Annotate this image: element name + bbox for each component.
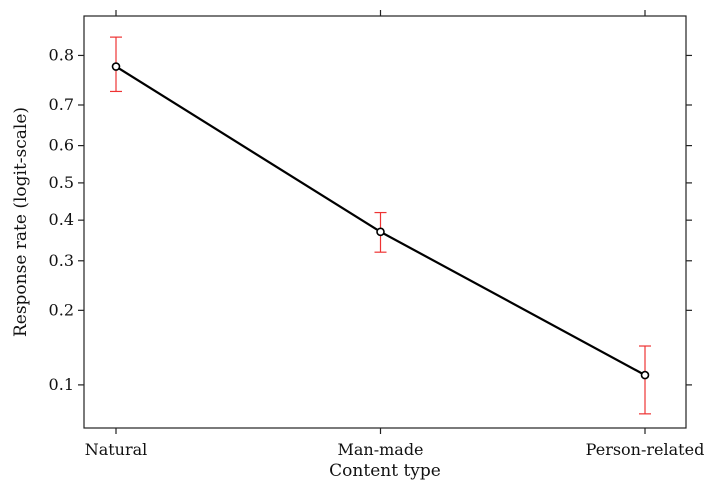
y-tick-label: 0.2 <box>49 300 74 319</box>
x-tick-label: Person-related <box>586 440 704 459</box>
y-axis-title: Response rate (logit-scale) <box>11 107 31 337</box>
data-point <box>376 227 385 237</box>
y-tick-label: 0.3 <box>49 251 74 270</box>
x-axis-ticks: Natural Man-made Person-related <box>85 10 704 459</box>
plot-frame <box>83 15 687 429</box>
y-tick-label: 0.8 <box>49 45 74 64</box>
y-tick-label: 0.7 <box>49 95 74 114</box>
y-tick-label: 0.5 <box>49 173 74 192</box>
x-tick-label: Natural <box>85 440 148 459</box>
y-axis-ticks: 0.1 0.2 0.3 0.4 0.5 0.6 0.7 0.8 <box>49 45 692 394</box>
y-tick-label: 0.1 <box>49 375 74 394</box>
data-marks <box>110 36 651 415</box>
x-axis-title: Content type <box>329 461 441 481</box>
data-point <box>640 370 650 380</box>
y-tick-label: 0.6 <box>49 136 74 155</box>
y-tick-label: 0.4 <box>49 210 74 229</box>
x-tick-label: Man-made <box>337 440 423 459</box>
data-point <box>111 62 121 71</box>
